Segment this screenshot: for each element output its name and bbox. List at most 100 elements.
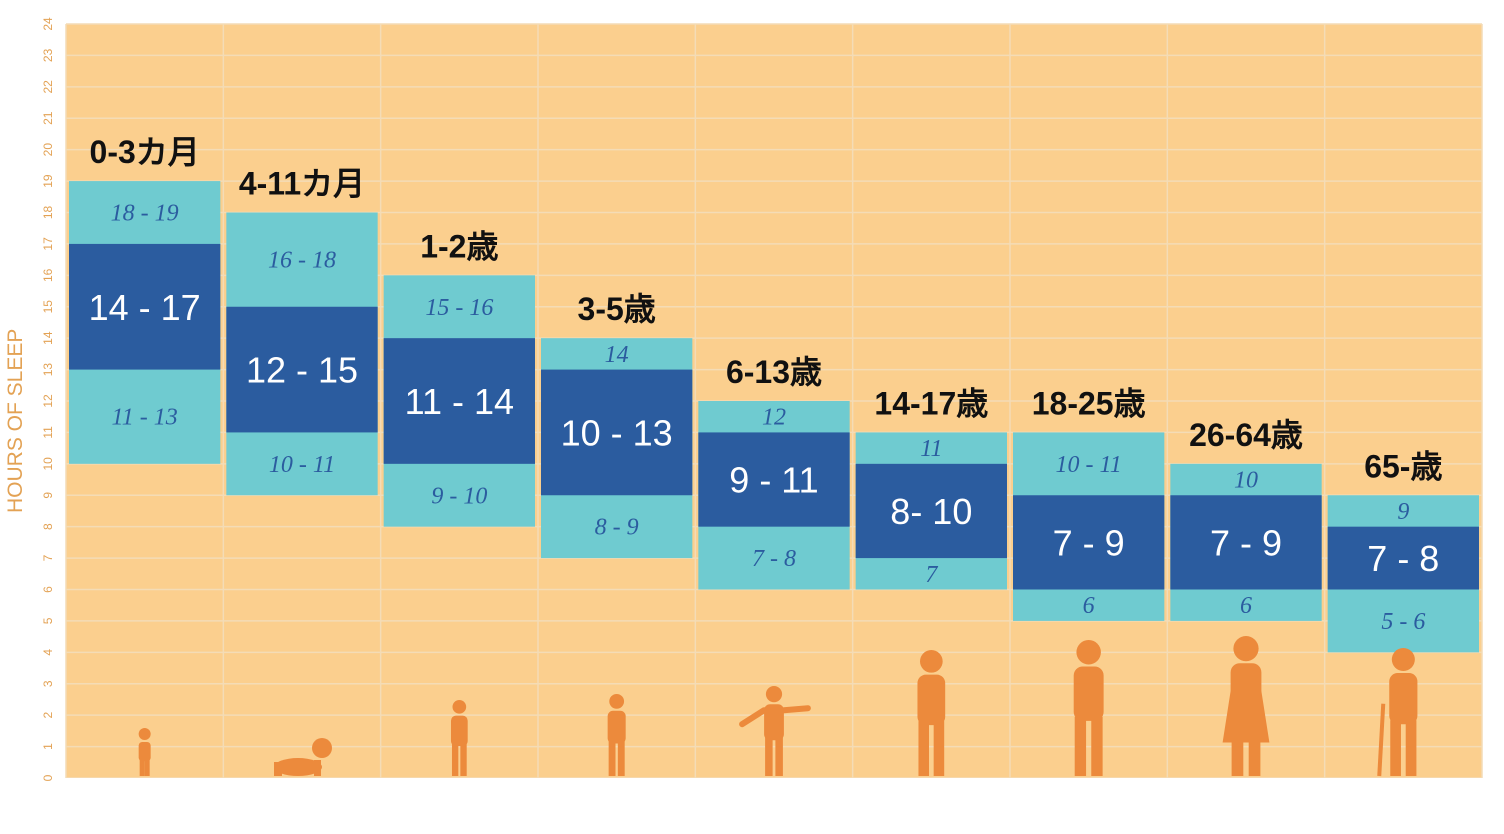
silhouette-body bbox=[764, 704, 784, 741]
bar-recommended bbox=[383, 338, 535, 464]
high-label: 11 bbox=[920, 436, 942, 462]
high-label: 9 bbox=[1397, 499, 1409, 525]
y-axis-label: HOURS OF SLEEP bbox=[0, 285, 34, 515]
silhouette-cane bbox=[1377, 703, 1386, 777]
age-label-jp: 14-17歳 bbox=[874, 385, 988, 421]
y-tick-label: 16 bbox=[41, 268, 55, 282]
silhouette-head bbox=[312, 738, 332, 758]
y-tick-label: 3 bbox=[41, 680, 55, 687]
silhouette-leg bbox=[1248, 715, 1261, 776]
y-axis-title: HOURS OF SLEEP bbox=[4, 329, 27, 513]
silhouette-leg bbox=[608, 739, 616, 776]
age-label-jp: 0-3カ月 bbox=[90, 134, 200, 170]
silhouette-leg bbox=[1074, 716, 1087, 776]
silhouette-head bbox=[138, 728, 151, 740]
bar-recommended bbox=[226, 306, 378, 433]
recommended-label: 12 - 15 bbox=[246, 350, 358, 391]
low-label: 5 - 6 bbox=[1381, 609, 1425, 635]
silhouette-body bbox=[450, 715, 468, 747]
y-tick-label: 1 bbox=[41, 743, 55, 750]
silhouette-leg bbox=[144, 757, 150, 776]
bar-recommended bbox=[1327, 526, 1479, 590]
y-tick-label: 13 bbox=[41, 363, 55, 377]
silhouette-dress bbox=[1222, 691, 1270, 743]
y-tick-label: 6 bbox=[41, 586, 55, 593]
recommended-label: 7 - 9 bbox=[1053, 522, 1125, 563]
low-label: 7 - 8 bbox=[752, 546, 796, 572]
age-label-jp: 3-5歳 bbox=[578, 291, 656, 327]
silhouette-head bbox=[765, 686, 783, 703]
bars: 14 - 17 18 - 19 11 - 13 12 - 15 16 - 18 10 - … bbox=[69, 181, 1479, 653]
silhouette-arm bbox=[780, 705, 811, 714]
silhouette-leg bbox=[1231, 715, 1244, 776]
high-label: 10 bbox=[1234, 468, 1258, 494]
y-tick-label: 22 bbox=[41, 80, 55, 94]
y-tick-label: 21 bbox=[41, 111, 55, 125]
recommended-label: 10 - 13 bbox=[561, 412, 673, 453]
y-tick-label: 5 bbox=[41, 617, 55, 624]
y-tick-label: 7 bbox=[41, 554, 55, 561]
low-label: 8 - 9 bbox=[595, 515, 639, 541]
silhouette-arm bbox=[739, 707, 768, 728]
silhouette-leg bbox=[933, 721, 945, 776]
age-labels: 0-3カ月 4-11カ月 1-2歳 3-5歳 6-13歳 14-17歳 18-25歳 26-6… bbox=[90, 134, 1443, 484]
silhouette-leg bbox=[765, 736, 773, 776]
silhouette-body bbox=[138, 742, 151, 762]
age-label-jp: 4-11カ月 bbox=[239, 166, 365, 202]
y-tick-label: 14 bbox=[41, 331, 55, 345]
bar-recommended bbox=[69, 243, 221, 370]
bar-recommended bbox=[855, 463, 1007, 559]
silhouette-leg bbox=[1405, 720, 1417, 776]
y-tick-label: 2 bbox=[41, 712, 55, 719]
age-label-jp: 6-13歳 bbox=[726, 354, 822, 390]
silhouette-leg bbox=[139, 757, 145, 776]
high-label: 10 - 11 bbox=[1056, 452, 1122, 478]
y-tick-label: 17 bbox=[41, 237, 55, 251]
low-label: 10 - 11 bbox=[269, 452, 335, 478]
y-tick-label: 0 bbox=[41, 774, 55, 781]
silhouette-leg bbox=[1091, 716, 1103, 776]
silhouette-body bbox=[1073, 666, 1104, 721]
high-label: 14 bbox=[605, 342, 629, 368]
age-label-jp: 26-64歳 bbox=[1189, 417, 1303, 453]
recommended-label: 8- 10 bbox=[890, 491, 972, 532]
recommended-label: 9 - 11 bbox=[729, 460, 818, 501]
silhouette-leg bbox=[775, 736, 783, 776]
bar-recommended bbox=[698, 432, 850, 527]
high-label: 15 - 16 bbox=[425, 295, 493, 321]
silhouette-leg bbox=[451, 742, 459, 776]
silhouette-body bbox=[917, 674, 946, 726]
silhouette-head bbox=[609, 694, 625, 709]
low-label: 7 bbox=[925, 562, 938, 588]
bar-recommended bbox=[1013, 495, 1165, 590]
silhouette-limb bbox=[314, 760, 321, 776]
low-label: 11 - 13 bbox=[112, 405, 178, 431]
silhouette-body bbox=[274, 758, 322, 777]
high-label: 18 - 19 bbox=[111, 201, 179, 227]
bar-recommended bbox=[1170, 495, 1322, 590]
low-label: 6 bbox=[1083, 593, 1095, 619]
silhouette-body bbox=[607, 710, 626, 744]
low-label: 9 - 10 bbox=[431, 483, 487, 509]
silhouette-leg bbox=[918, 721, 930, 776]
high-label: 16 - 18 bbox=[268, 248, 336, 274]
y-tick-label: 9 bbox=[41, 492, 55, 499]
y-tick-label: 10 bbox=[41, 457, 55, 471]
silhouette-leg bbox=[617, 739, 625, 776]
low-label: 6 bbox=[1240, 593, 1252, 619]
silhouette-body bbox=[1389, 673, 1418, 725]
silhouette-head bbox=[1233, 636, 1259, 662]
silhouette-limb bbox=[274, 762, 282, 776]
silhouette-head bbox=[919, 650, 943, 673]
y-tick-label: 15 bbox=[41, 300, 55, 314]
silhouette-leg bbox=[1390, 720, 1401, 776]
y-tick-label: 12 bbox=[41, 394, 55, 408]
silhouette-head bbox=[452, 700, 467, 714]
y-tick-label: 20 bbox=[41, 143, 55, 157]
age-label-jp: 18-25歳 bbox=[1032, 385, 1146, 421]
y-tick-label: 11 bbox=[41, 426, 55, 439]
bottom-band bbox=[66, 778, 1482, 834]
y-tick-label: 19 bbox=[41, 174, 55, 188]
